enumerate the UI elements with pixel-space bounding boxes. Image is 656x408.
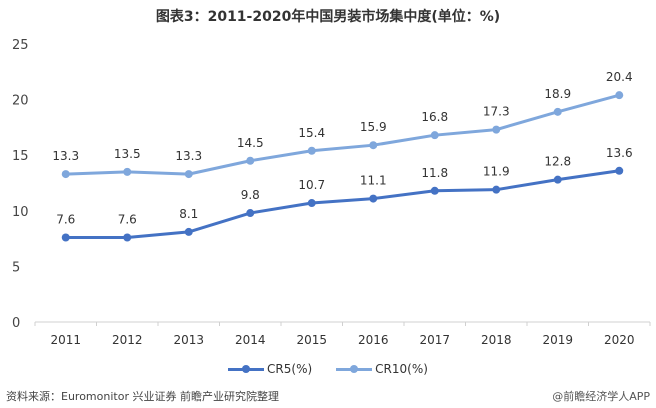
x-tick-label: 2019 — [542, 333, 573, 347]
x-tick-label: 2017 — [419, 333, 450, 347]
x-tick-label: 2012 — [112, 333, 143, 347]
legend-label: CR10(%) — [375, 362, 428, 376]
data-point — [369, 141, 378, 150]
data-label: 16.8 — [421, 110, 448, 124]
y-tick-label: 25 — [12, 38, 29, 53]
data-point — [553, 175, 562, 184]
data-label: 13.6 — [606, 146, 633, 160]
data-label: 13.3 — [175, 149, 202, 163]
data-label: 12.8 — [544, 155, 571, 169]
x-tick-label: 2013 — [173, 333, 204, 347]
y-tick-label: 20 — [12, 94, 29, 109]
data-point — [615, 166, 624, 175]
data-point — [369, 194, 378, 203]
x-tick-label: 2020 — [604, 333, 635, 347]
data-point — [307, 146, 316, 155]
data-label: 15.4 — [298, 126, 325, 140]
series-line-cr10 — [65, 93, 620, 176]
data-label: 20.4 — [606, 70, 633, 84]
y-tick-label: 15 — [12, 149, 29, 164]
data-label: 11.8 — [421, 166, 448, 180]
data-label: 11.9 — [483, 165, 510, 179]
line-marker-icon — [336, 364, 373, 374]
data-point — [123, 167, 132, 176]
data-label: 13.3 — [52, 149, 79, 163]
data-point — [246, 156, 255, 165]
data-label: 7.6 — [118, 212, 137, 226]
data-label: 15.9 — [360, 120, 387, 134]
data-point — [615, 91, 624, 100]
data-point — [492, 125, 501, 134]
data-label: 10.7 — [298, 178, 325, 192]
legend-label: CR5(%) — [267, 362, 313, 376]
data-point — [553, 107, 562, 116]
line-marker-icon — [228, 364, 265, 374]
data-label: 11.1 — [360, 174, 387, 188]
legend: CR5(%) CR10(%) — [0, 362, 656, 376]
data-label: 13.5 — [114, 147, 141, 161]
source-note: 资料来源：Euromonitor 兴业证券 前瞻产业研究院整理 — [6, 390, 279, 403]
data-label: 17.3 — [483, 105, 510, 119]
data-point — [123, 233, 132, 242]
data-point — [492, 185, 501, 194]
y-tick-label: 10 — [12, 205, 29, 220]
x-tick-label: 2016 — [358, 333, 389, 347]
series-line-cr5 — [65, 169, 620, 239]
credit-note: @前瞻经济学人APP — [552, 390, 650, 403]
y-tick-label: 0 — [12, 316, 20, 331]
data-point — [184, 227, 193, 236]
data-point — [430, 186, 439, 195]
chart-title: 图表3：2011-2020年中国男装市场集中度(单位：%) — [155, 9, 501, 25]
data-label: 18.9 — [544, 87, 571, 101]
x-tick-label: 2018 — [481, 333, 512, 347]
y-tick-label: 5 — [12, 260, 20, 275]
data-point — [307, 199, 316, 208]
legend-item-cr10[interactable]: CR10(%) — [336, 362, 428, 376]
data-point — [184, 170, 193, 179]
x-tick-label: 2015 — [296, 333, 327, 347]
x-tick-label: 2014 — [235, 333, 266, 347]
data-point — [61, 233, 70, 242]
legend-item-cr5[interactable]: CR5(%) — [228, 362, 312, 376]
data-label: 9.8 — [241, 188, 260, 202]
data-point — [61, 170, 70, 179]
data-point — [430, 131, 439, 140]
data-label: 14.5 — [237, 136, 264, 150]
data-label: 7.6 — [56, 212, 75, 226]
x-tick-label: 2011 — [50, 333, 81, 347]
data-label: 8.1 — [179, 207, 198, 221]
data-point — [246, 209, 255, 218]
